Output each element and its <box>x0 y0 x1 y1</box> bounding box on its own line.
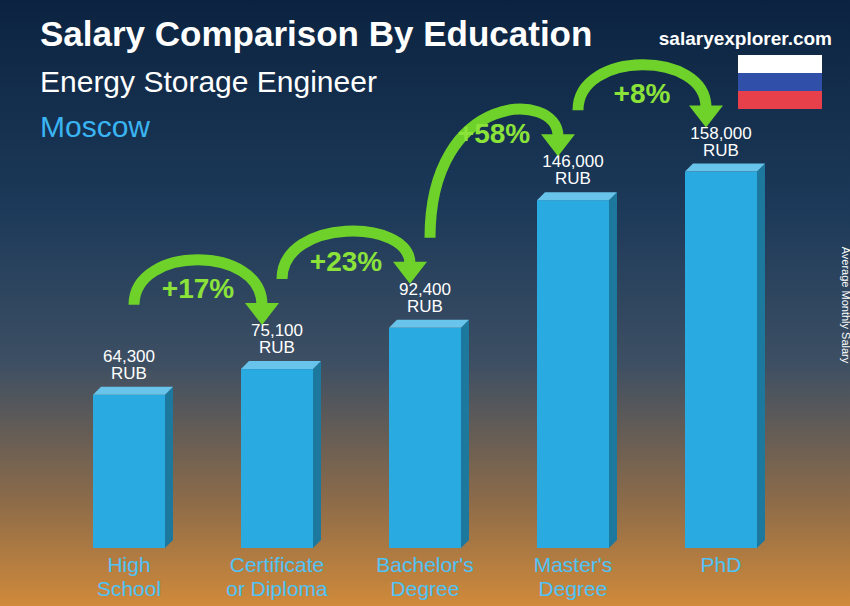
svg-text:Bachelor's: Bachelor's <box>376 553 473 576</box>
svg-text:92,400RUB: 92,400RUB <box>399 280 451 316</box>
svg-text:+58%: +58% <box>458 118 530 149</box>
svg-text:64,300RUB: 64,300RUB <box>103 347 155 383</box>
svg-text:+17%: +17% <box>162 273 234 304</box>
svg-text:Salary Comparison By Education: Salary Comparison By Education <box>40 14 592 53</box>
svg-text:Degree: Degree <box>539 577 608 600</box>
svg-text:salaryexplorer.com: salaryexplorer.com <box>659 28 832 49</box>
svg-text:Certificate: Certificate <box>230 553 325 576</box>
svg-text:+8%: +8% <box>614 78 671 109</box>
svg-text:PhD: PhD <box>701 553 742 576</box>
svg-text:Energy Storage Engineer: Energy Storage Engineer <box>40 65 377 98</box>
svg-text:Moscow: Moscow <box>40 110 150 143</box>
svg-text:Degree: Degree <box>391 577 460 600</box>
svg-text:Average Monthly Salary: Average Monthly Salary <box>840 247 842 364</box>
svg-text:or Diploma: or Diploma <box>226 577 328 600</box>
svg-text:Master's: Master's <box>534 553 613 576</box>
svg-text:School: School <box>97 577 161 600</box>
svg-text:High: High <box>107 553 150 576</box>
svg-text:+23%: +23% <box>310 246 382 277</box>
svg-text:75,100RUB: 75,100RUB <box>251 321 303 357</box>
svg-text:158,000RUB: 158,000RUB <box>690 124 751 160</box>
svg-text:146,000RUB: 146,000RUB <box>542 152 603 188</box>
